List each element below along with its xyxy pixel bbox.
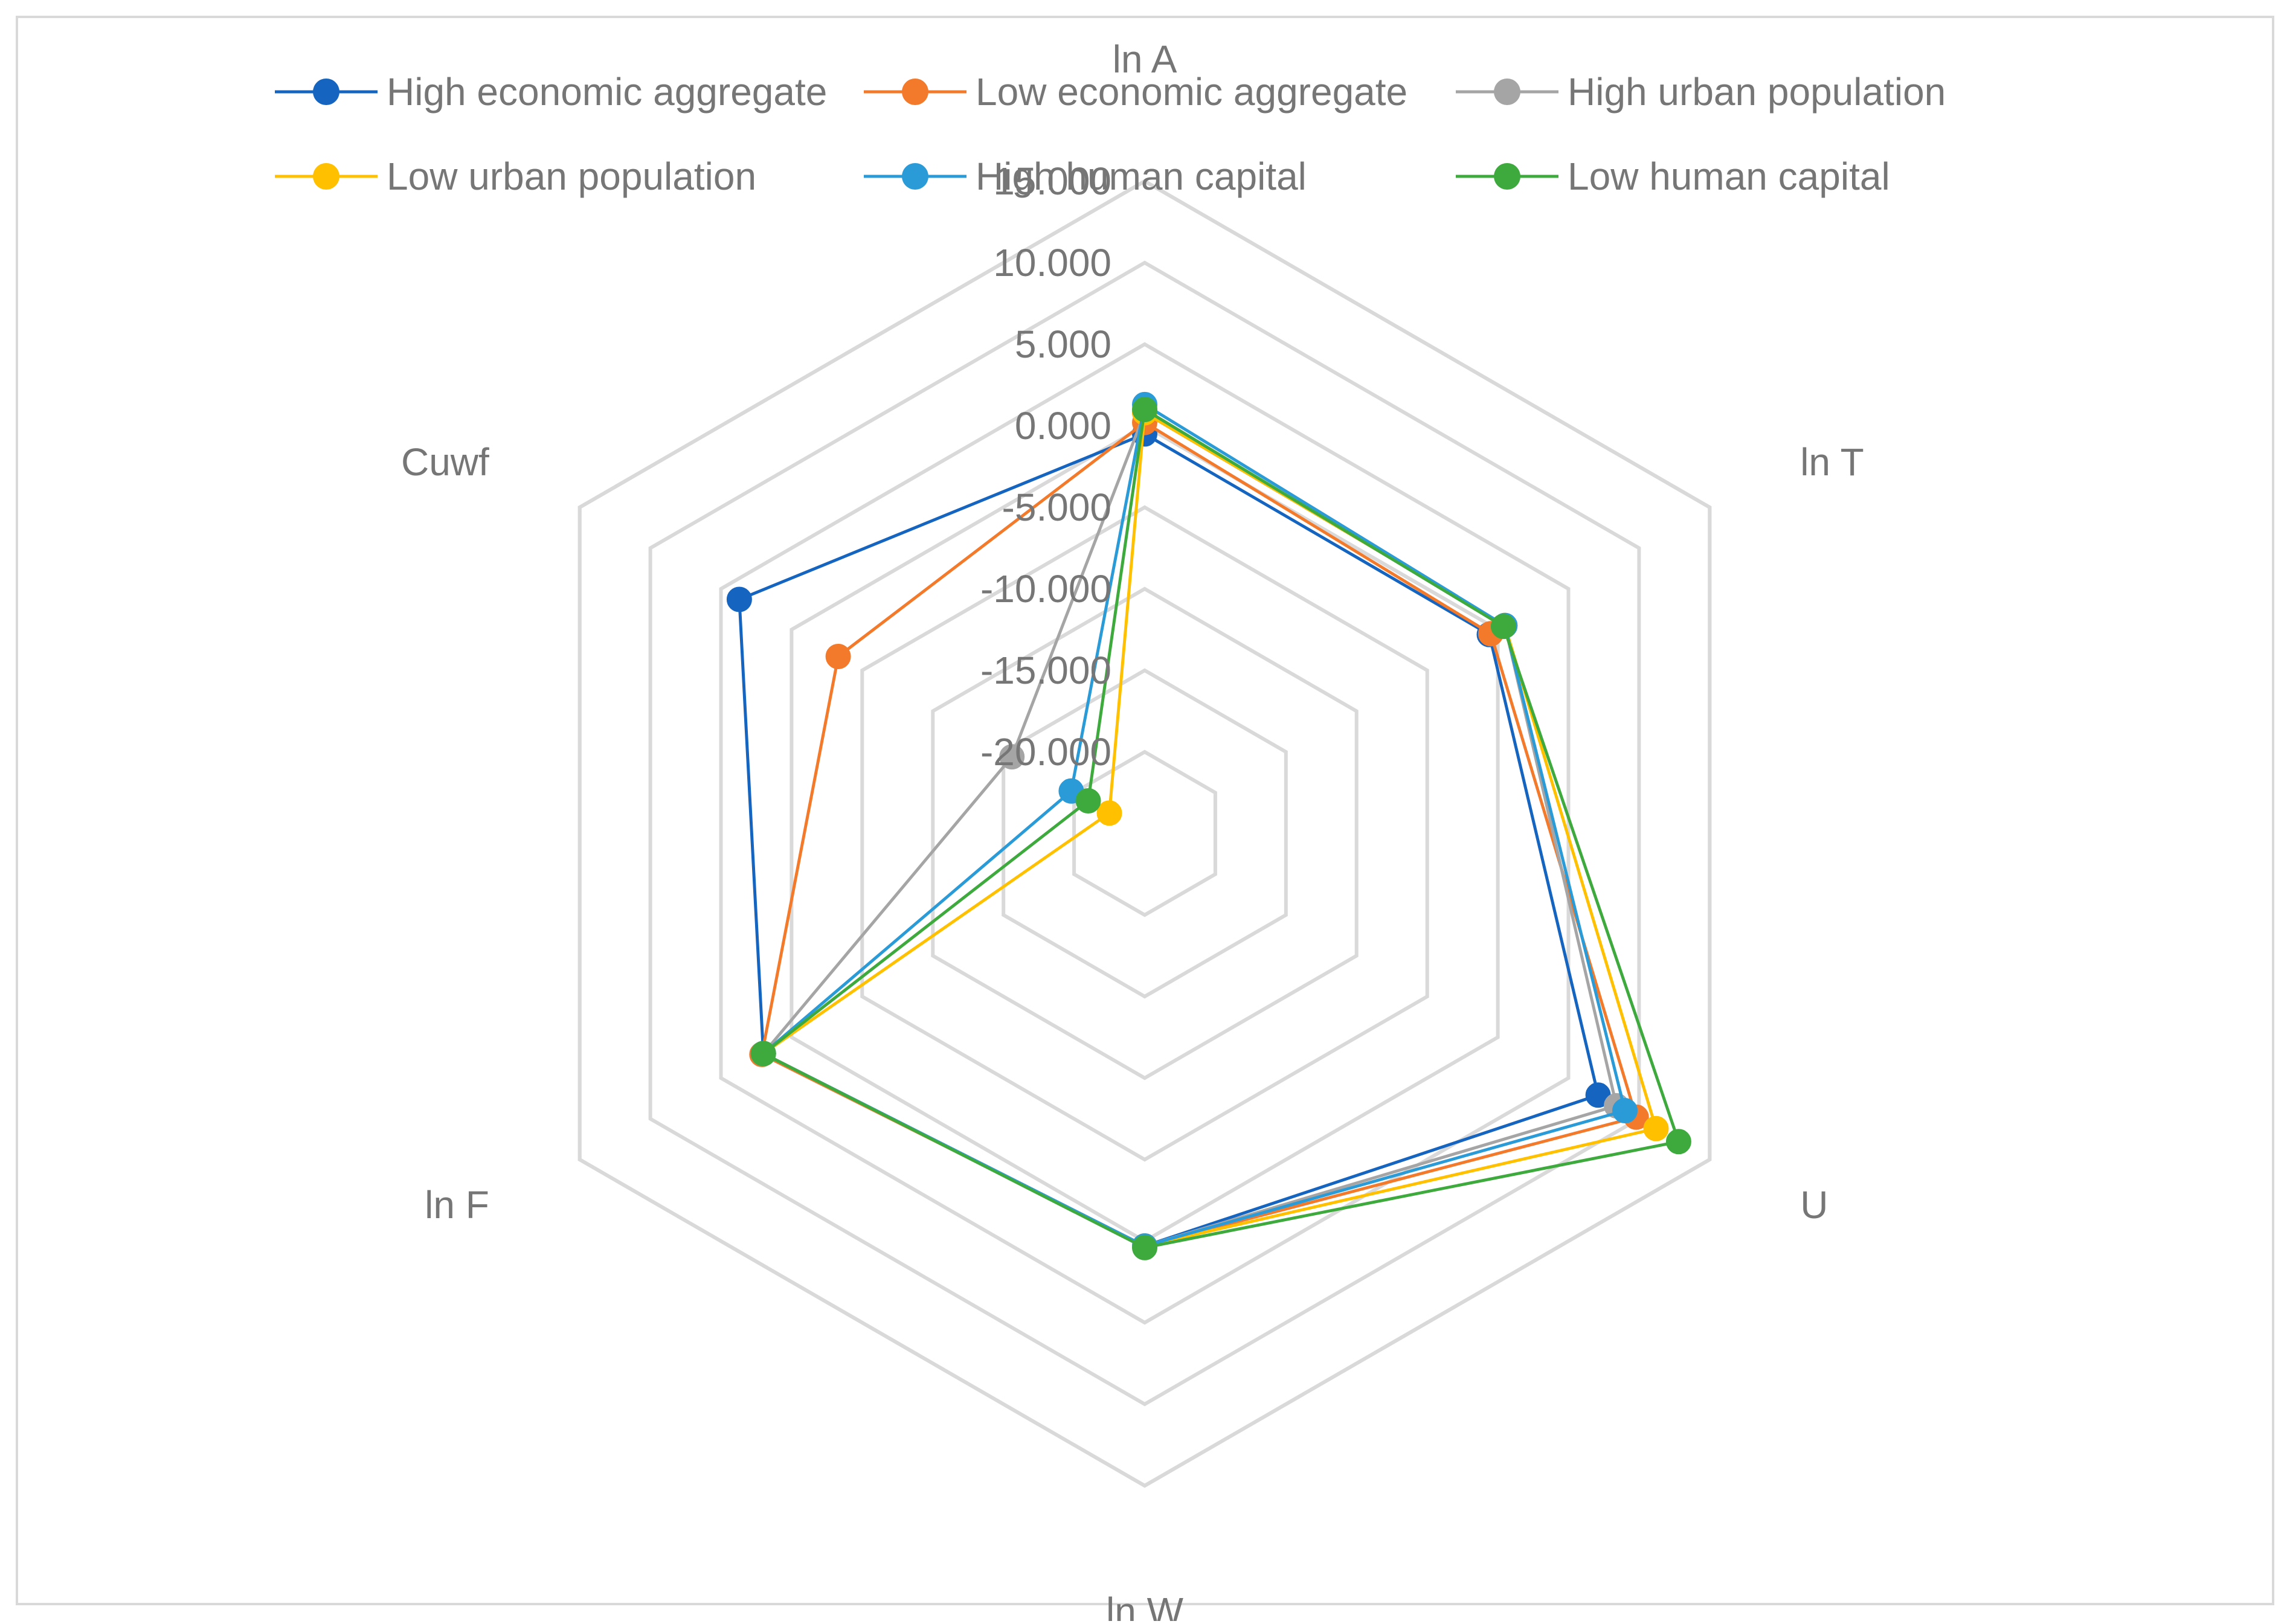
point-high-economic-aggregate-cuwf: [726, 586, 752, 612]
series-low-human-capital: [750, 397, 1691, 1260]
legend-label-high-economic-aggregate: High economic aggregate: [387, 70, 827, 114]
axis-label-cuwf: Cuwf: [401, 440, 489, 484]
legend-item-high-urban-population[interactable]: High urban population: [1456, 70, 1946, 114]
grid-ring-4: [860, 505, 1429, 1162]
tick-label-3: 0.000: [1015, 404, 1111, 448]
grid-ring-1: [648, 260, 1641, 1407]
legend-item-low-urban-population[interactable]: Low urban population: [275, 155, 756, 198]
legend-item-low-human-capital[interactable]: Low human capital: [1456, 155, 1890, 198]
series-layer: [726, 391, 1691, 1260]
chart-border: [16, 16, 2274, 1605]
legend[interactable]: High economic aggregate Low economic aggr…: [275, 70, 1946, 198]
tick-label-2: 5.000: [1015, 323, 1111, 366]
point-low-human-capital-u: [1665, 1129, 1691, 1155]
tick-label-4: -5.000: [1002, 486, 1111, 529]
point-low-human-capital-ln-w: [1132, 1234, 1157, 1260]
tick-labels: 15.000 10.000 5.000 0.000 -5.000 -10.000 -15.0…: [980, 159, 1111, 774]
point-low-urban-population-cuwf: [1096, 800, 1122, 826]
tick-label-7: -20.000: [980, 730, 1111, 774]
grid-ring-5: [931, 586, 1359, 1080]
legend-label-low-economic-aggregate: Low economic aggregate: [976, 70, 1407, 114]
axis-label-ln-f: ln F: [425, 1183, 489, 1227]
legend-item-high-economic-aggregate[interactable]: High economic aggregate: [275, 70, 827, 114]
grid-ring-2: [719, 342, 1571, 1325]
legend-marker-low-economic-aggregate: [902, 79, 928, 105]
legend-label-high-human-capital: High human capital: [976, 155, 1307, 198]
point-low-economic-aggregate-cuwf: [825, 644, 851, 669]
axis-label-ln-w: ln W: [1106, 1590, 1184, 1621]
point-low-urban-population-u: [1643, 1115, 1669, 1141]
legend-label-high-urban-population: High urban population: [1568, 70, 1946, 114]
point-low-human-capital-ln-a: [1132, 397, 1157, 422]
tick-label-6: -15.000: [980, 649, 1111, 692]
point-low-human-capital-cuwf: [1075, 788, 1101, 814]
point-low-human-capital-ln-t: [1490, 614, 1516, 640]
axis-label-ln-t: ln T: [1800, 440, 1864, 484]
legend-marker-high-urban-population: [1494, 79, 1520, 105]
legend-item-high-human-capital[interactable]: High human capital: [864, 155, 1307, 198]
axis-labels: ln A ln T Uln W ln F Cuwf: [401, 37, 1864, 1624]
grid-ring-outer: [577, 179, 1712, 1488]
legend-marker-low-human-capital: [1494, 163, 1520, 190]
point-high-human-capital-u: [1612, 1098, 1638, 1123]
axis-label-ln-a: ln A: [1113, 37, 1177, 81]
point-low-human-capital-ln-f: [750, 1041, 776, 1067]
legend-marker-high-economic-aggregate: [313, 79, 339, 105]
tick-label-5: -10.000: [980, 567, 1111, 611]
legend-label-low-human-capital: Low human capital: [1568, 155, 1890, 198]
tick-label-1: 10.000: [993, 241, 1111, 284]
legend-item-low-economic-aggregate[interactable]: Low economic aggregate: [864, 70, 1407, 114]
axis-label-u: U: [1800, 1183, 1828, 1227]
tick-label-0: 15.000: [993, 159, 1111, 203]
legend-marker-high-human-capital: [902, 163, 928, 190]
legend-label-low-urban-population: Low urban population: [387, 155, 756, 198]
legend-marker-low-urban-population: [313, 163, 339, 190]
point-high-urban-population-cuwf: [999, 744, 1025, 770]
